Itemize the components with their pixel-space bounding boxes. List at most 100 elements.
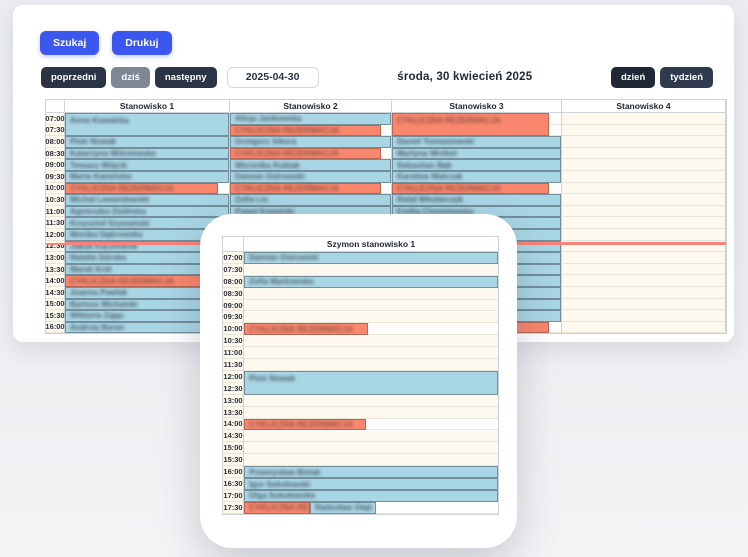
appointment-label: CYKLICZNA REZERWACJA <box>235 125 340 135</box>
today-button[interactable]: dziś <box>111 66 150 88</box>
appointment-block[interactable]: Radosław Głąb <box>310 501 377 514</box>
time-label: 12:00 <box>45 228 65 241</box>
schedule-cell[interactable] <box>244 299 498 312</box>
appointment-block[interactable]: Rafał Włodarczyk <box>392 194 561 206</box>
search-button[interactable]: Szukaj <box>40 31 100 55</box>
schedule-cell[interactable] <box>244 287 498 300</box>
appointment-label: Weronika Kubiak <box>235 160 300 170</box>
appointment-label: Agnieszka Zielińska <box>70 207 147 217</box>
appointment-block[interactable]: Weronika Kubiak <box>230 159 391 171</box>
appointment-block[interactable]: Karolina Walczak <box>392 171 561 183</box>
appointment-block[interactable]: Tomasz Wójcik <box>65 159 229 171</box>
schedule-cell[interactable] <box>562 229 725 241</box>
appointment-block[interactable]: Zofia Markowska <box>244 275 498 288</box>
next-day-button[interactable]: następny <box>154 66 217 88</box>
appointment-block[interactable]: Zofia Lis <box>230 194 391 206</box>
appointment-label: Martyna Wróbel <box>397 149 457 159</box>
recurring-reservation-block[interactable]: CYKLICZNA REZERWACJA <box>392 182 550 195</box>
schedule-cell[interactable] <box>562 275 725 287</box>
time-label: 11:00 <box>45 205 65 218</box>
schedule-cell[interactable] <box>562 159 725 171</box>
schedule-cell[interactable] <box>244 347 498 360</box>
schedule-cell[interactable] <box>562 194 725 206</box>
schedule-cell[interactable] <box>562 136 725 148</box>
appointment-label: Krzysztof Szymański <box>70 218 150 228</box>
time-label: 15:00 <box>45 298 65 311</box>
schedule-cell[interactable] <box>562 182 725 195</box>
schedule-cell[interactable] <box>562 217 725 229</box>
appointment-label: Jakub Kaczmarek <box>70 241 138 251</box>
schedule-cell[interactable] <box>562 113 725 125</box>
schedule-cell[interactable] <box>244 394 498 407</box>
print-button[interactable]: Drukuj <box>112 31 172 55</box>
recurring-reservation-block[interactable]: CYKLICZNA REZERWACJA <box>230 124 382 137</box>
recurring-reservation-block[interactable]: CYKLICZNA REZERWACJA <box>65 182 218 195</box>
schedule-cell[interactable] <box>244 430 498 443</box>
schedule-cell[interactable] <box>562 298 725 311</box>
time-label: 13:00 <box>45 252 65 264</box>
recurring-reservation-block[interactable]: CYKLICZNA REZERWACJA <box>230 147 382 160</box>
appointment-label: Rafał Włodarczyk <box>397 195 464 205</box>
schedule-cell[interactable] <box>562 240 725 253</box>
appointment-block[interactable]: Anna Kowalska <box>65 113 229 137</box>
day-view-button[interactable]: dzień <box>610 66 656 88</box>
appointment-block[interactable]: Piotr Nowak <box>244 371 498 395</box>
schedule-cell[interactable] <box>562 287 725 299</box>
schedule-cell[interactable] <box>244 454 498 467</box>
appointment-block[interactable]: Olga Sokołowska <box>244 490 498 502</box>
schedule-cell[interactable] <box>562 263 725 276</box>
appointment-block[interactable]: Damian Ostrowski <box>230 171 391 183</box>
schedule-cell[interactable] <box>562 252 725 264</box>
time-label: 07:30 <box>223 263 243 276</box>
recurring-reservation-block[interactable]: CYKLICZNA REZERWACJA <box>244 323 369 336</box>
appointment-block[interactable]: Piotr Nowak <box>65 136 229 148</box>
recurring-reservation-block[interactable]: CYKLICZNA REZERWACJA <box>392 113 550 137</box>
appointment-label: Sebastian Bąk <box>397 160 452 170</box>
appointment-block[interactable]: Agnieszka Zielińska <box>65 205 229 218</box>
time-label: 07:00 <box>45 113 65 125</box>
column-header: Stanowisko 2 <box>230 100 391 113</box>
schedule-cell[interactable] <box>562 310 725 322</box>
appointment-block[interactable]: Martyna Wróbel <box>392 147 561 160</box>
time-label: 14:30 <box>45 286 65 299</box>
appointment-label: Przemysław Bielak <box>249 467 321 477</box>
date-input[interactable] <box>226 66 319 88</box>
appointment-block[interactable]: Daniel Tomaszewski <box>392 136 561 148</box>
schedule-cell[interactable] <box>562 124 725 137</box>
schedule-cell[interactable] <box>244 323 498 336</box>
appointment-block[interactable]: Katarzyna Wiśniewska <box>65 147 229 160</box>
appointment-block[interactable]: Alicja Jankowska <box>230 113 391 125</box>
previous-day-button[interactable]: poprzedni <box>41 66 107 88</box>
time-label: 10:00 <box>45 182 65 195</box>
schedule-cell[interactable] <box>244 442 498 455</box>
schedule-cell[interactable] <box>562 147 725 160</box>
schedule-cell[interactable] <box>244 335 498 348</box>
time-label: 09:30 <box>45 170 65 183</box>
time-label: 11:30 <box>45 217 65 229</box>
schedule-cell[interactable] <box>244 359 498 371</box>
appointment-block[interactable]: Michał Lewandowski <box>65 194 229 206</box>
recurring-reservation-block[interactable]: CYKLICZNA REZERWACJA <box>244 418 366 431</box>
recurring-reservation-block[interactable]: CYKLICZNA REZERWACJA <box>244 501 311 514</box>
schedule-cell[interactable] <box>244 418 498 431</box>
time-column: 07:00 07:30 08:00 08:30 09:00 09:30 10:00 10:30… <box>223 237 244 514</box>
appointment-label: Olga Sokołowska <box>249 491 316 501</box>
appointment-block[interactable]: Sebastian Bąk <box>392 159 561 171</box>
time-label: 16:30 <box>223 477 243 490</box>
schedule-cell[interactable] <box>562 321 725 334</box>
appointment-block[interactable]: Przemysław Bielak <box>244 466 498 479</box>
schedule-cell[interactable] <box>562 171 725 183</box>
appointment-block[interactable]: Grzegorz Sikora <box>230 136 391 148</box>
appointment-block[interactable]: Damian Ostrowski <box>244 252 498 264</box>
appointment-block[interactable]: Marta Kamińska <box>65 171 229 183</box>
recurring-reservation-block[interactable]: CYKLICZNA REZERWACJA <box>230 182 382 195</box>
schedule-cell[interactable] <box>244 263 498 276</box>
schedule-cell[interactable] <box>244 406 498 419</box>
appointment-block[interactable]: Igor Sokołowski <box>244 478 498 490</box>
week-view-button[interactable]: tydzień <box>660 66 713 88</box>
time-label: 12:30 <box>45 240 65 253</box>
time-column-header <box>46 100 64 113</box>
schedule-cell[interactable] <box>562 205 725 218</box>
recurring-reservation-block[interactable]: CYKLICZNA REZERWACJA <box>65 275 218 287</box>
schedule-cell[interactable] <box>244 311 498 324</box>
